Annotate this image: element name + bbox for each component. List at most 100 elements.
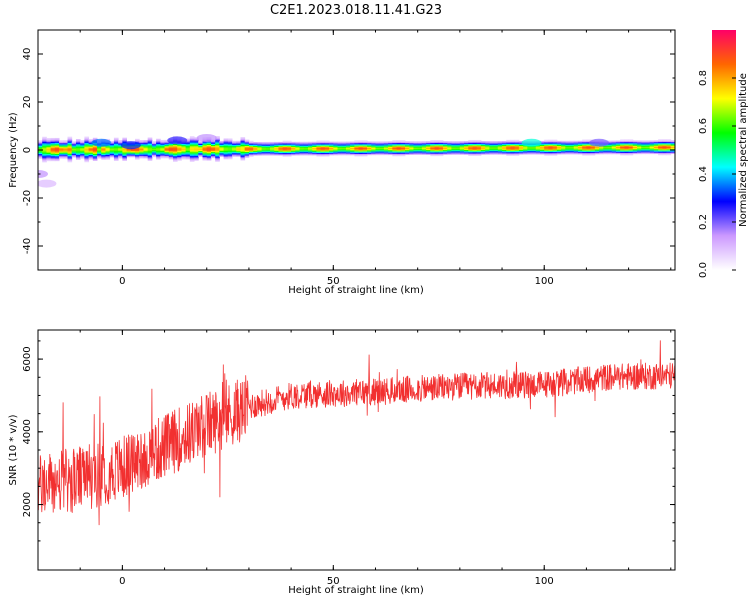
heatmap-cell xyxy=(582,147,587,150)
heatmap-cell xyxy=(164,141,170,143)
heatmap-cell xyxy=(506,142,511,144)
heatmap-cell xyxy=(248,146,254,149)
heatmap-cell xyxy=(198,150,203,153)
heatmap-cell xyxy=(531,152,537,155)
heatmap-cell xyxy=(88,151,94,153)
heatmap-cell xyxy=(506,144,511,147)
heatmap-cell xyxy=(472,145,478,148)
heatmap-cell xyxy=(624,152,629,155)
heatmap-cell xyxy=(248,149,254,151)
heatmap-cell xyxy=(54,158,60,160)
heatmap-cell xyxy=(286,153,292,156)
heatmap-cell xyxy=(341,145,347,147)
heatmap-cell xyxy=(409,143,414,146)
heatmap-cell xyxy=(658,142,663,145)
heatmap-cell xyxy=(375,145,381,147)
heatmap-cell xyxy=(291,150,296,152)
heatmap-cell xyxy=(92,152,98,154)
heatmap-cell xyxy=(653,146,659,149)
heatmap-cell xyxy=(151,154,157,156)
heatmap-cell xyxy=(75,142,81,145)
heatmap-cell xyxy=(582,145,587,148)
heatmap-cell xyxy=(291,151,296,154)
heatmap-cell xyxy=(67,146,73,148)
heatmap-cell xyxy=(88,143,94,146)
heatmap-cell xyxy=(286,146,292,149)
heatmap-cell xyxy=(350,142,355,145)
heatmap-cell xyxy=(118,153,123,155)
heatmap-cell xyxy=(147,154,153,156)
heatmap-cell xyxy=(426,150,431,153)
heatmap-cell xyxy=(666,144,672,146)
heatmap-cell xyxy=(447,148,452,151)
heatmap-cell xyxy=(299,147,305,150)
heatmap-cell xyxy=(658,150,663,152)
heatmap-cell xyxy=(379,147,385,150)
heatmap-cell xyxy=(38,141,43,144)
heatmap-cell xyxy=(320,154,326,157)
heatmap-cell xyxy=(71,143,77,146)
heatmap-cell xyxy=(358,149,364,152)
heatmap-cell xyxy=(459,153,465,155)
heatmap-cell xyxy=(333,153,338,156)
heatmap-cell xyxy=(434,146,440,148)
heatmap-cell xyxy=(151,149,157,152)
heatmap-cell xyxy=(607,143,613,145)
heatmap-cell xyxy=(278,144,284,146)
heatmap-cell xyxy=(518,140,524,143)
heatmap-cell xyxy=(244,139,250,142)
figure-title: C2E1.2023.018.11.41.G23 xyxy=(270,3,442,18)
heatmap-cell xyxy=(561,149,566,151)
heatmap-cell xyxy=(105,156,111,159)
heatmap-cell xyxy=(84,148,90,151)
heatmap-cell xyxy=(430,140,435,142)
heatmap-cell xyxy=(615,140,621,143)
colorbar-tick-label: 0.4 xyxy=(698,166,709,182)
heatmap-cell xyxy=(489,151,495,154)
colorbar-tick-label: 0.2 xyxy=(698,214,709,230)
heatmap-cell xyxy=(405,152,410,154)
heatmap-cell xyxy=(421,143,427,146)
heatmap-cell xyxy=(67,145,73,147)
heatmap-cell xyxy=(392,142,397,145)
heatmap-cell xyxy=(160,139,165,142)
heatmap-cell xyxy=(202,148,208,150)
heatmap-cell xyxy=(139,144,144,147)
heatmap-cell xyxy=(240,143,246,145)
heatmap-cell xyxy=(514,153,520,155)
heatmap-cell xyxy=(615,145,621,148)
heatmap-cell xyxy=(510,139,516,142)
heatmap-y-label: Frequency (Hz) xyxy=(8,112,19,188)
heatmap-cell xyxy=(101,154,106,157)
heatmap-cell xyxy=(502,147,507,149)
heatmap-cell xyxy=(375,142,381,145)
heatmap-cell xyxy=(502,145,507,148)
heatmap-cell xyxy=(257,144,262,146)
heatmap-cell xyxy=(561,150,566,153)
heatmap-cell xyxy=(67,141,73,144)
heatmap-cell xyxy=(329,147,334,150)
heatmap-cell xyxy=(607,145,613,148)
heatmap-cell xyxy=(383,153,389,156)
heatmap-cell xyxy=(434,147,440,149)
heatmap-cell xyxy=(282,150,288,152)
heatmap-cell xyxy=(92,159,98,161)
heatmap-cell xyxy=(569,152,575,155)
heatmap-cell xyxy=(611,141,617,144)
heatmap-cell xyxy=(181,143,187,146)
heatmap-cell xyxy=(164,149,170,152)
heatmap-cell xyxy=(312,147,317,150)
heatmap-cell xyxy=(122,152,127,154)
heatmap-cell xyxy=(438,141,444,143)
heatmap-cell xyxy=(582,153,587,156)
heatmap-cell xyxy=(620,146,625,149)
heatmap-cell xyxy=(307,145,313,147)
heatmap-cell xyxy=(556,149,562,151)
heatmap-cell xyxy=(286,149,292,151)
heatmap-cell xyxy=(577,149,583,151)
heatmap-cell xyxy=(641,147,646,150)
heatmap-cell xyxy=(274,141,279,144)
heatmap-cell xyxy=(227,146,233,149)
heatmap-cell xyxy=(160,156,165,159)
heatmap-cell xyxy=(379,152,385,154)
